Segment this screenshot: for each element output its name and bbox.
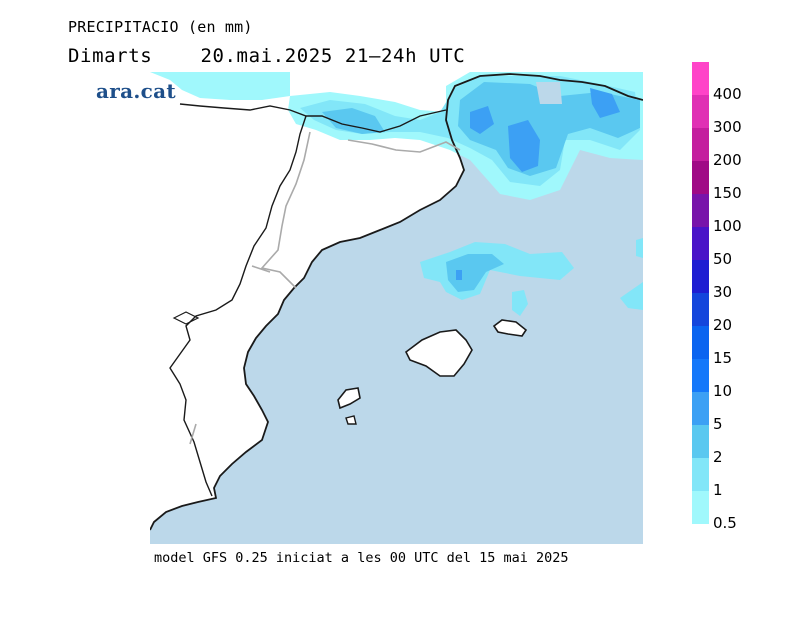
forecast-day: Dimarts (68, 45, 153, 67)
legend-label: 200 (713, 151, 742, 169)
legend-swatch (692, 194, 709, 227)
legend-swatch (692, 128, 709, 161)
legend-swatch (692, 359, 709, 392)
border-catalonia (189, 131, 461, 445)
legend-swatch (692, 326, 709, 359)
legend-swatch (692, 161, 709, 194)
legend-label: 50 (713, 250, 733, 268)
legend-swatch (692, 62, 709, 95)
formentera-island (345, 415, 357, 425)
legend-label: 5 (713, 415, 723, 433)
legend-label: 100 (713, 217, 742, 235)
legend-swatch (692, 260, 709, 293)
forecast-date: 20.mai.2025 21–24h UTC (200, 45, 466, 67)
legend-label: 10 (713, 382, 733, 400)
legend-label: 2 (713, 448, 723, 466)
legend-swatch (692, 392, 709, 425)
legend-swatch (692, 95, 709, 128)
legend-swatch (692, 227, 709, 260)
land-area (150, 72, 643, 530)
border-france (179, 103, 447, 133)
legend-label: 0.5 (713, 514, 737, 532)
legend-swatch (692, 293, 709, 326)
border-inland (169, 115, 307, 497)
map-title: PRECIPITACIO (en mm) (68, 18, 253, 36)
menorca-island (492, 319, 528, 337)
border-andorra (172, 311, 200, 325)
ibiza-island (337, 387, 361, 410)
legend-label: 15 (713, 349, 733, 367)
mallorca-island (404, 329, 473, 377)
precip-north (150, 72, 643, 200)
legend-label: 20 (713, 316, 733, 334)
legend-label: 150 (713, 184, 742, 202)
ara-cat-logo: ara.cat (96, 79, 176, 103)
model-info: model GFS 0.25 iniciat a les 00 UTC del … (154, 550, 569, 566)
forecast-datetime: Dimarts 20.mai.2025 21–24h UTC (68, 45, 465, 67)
legend-label: 300 (713, 118, 742, 136)
legend-swatch (692, 458, 709, 491)
legend-label: 30 (713, 283, 733, 301)
precip-sea (420, 238, 643, 316)
legend-label: 1 (713, 481, 723, 499)
legend-swatch (692, 425, 709, 458)
coastline (150, 73, 643, 531)
legend-swatch (692, 491, 709, 524)
legend-label: 400 (713, 85, 742, 103)
legend-colorbar (692, 62, 709, 524)
